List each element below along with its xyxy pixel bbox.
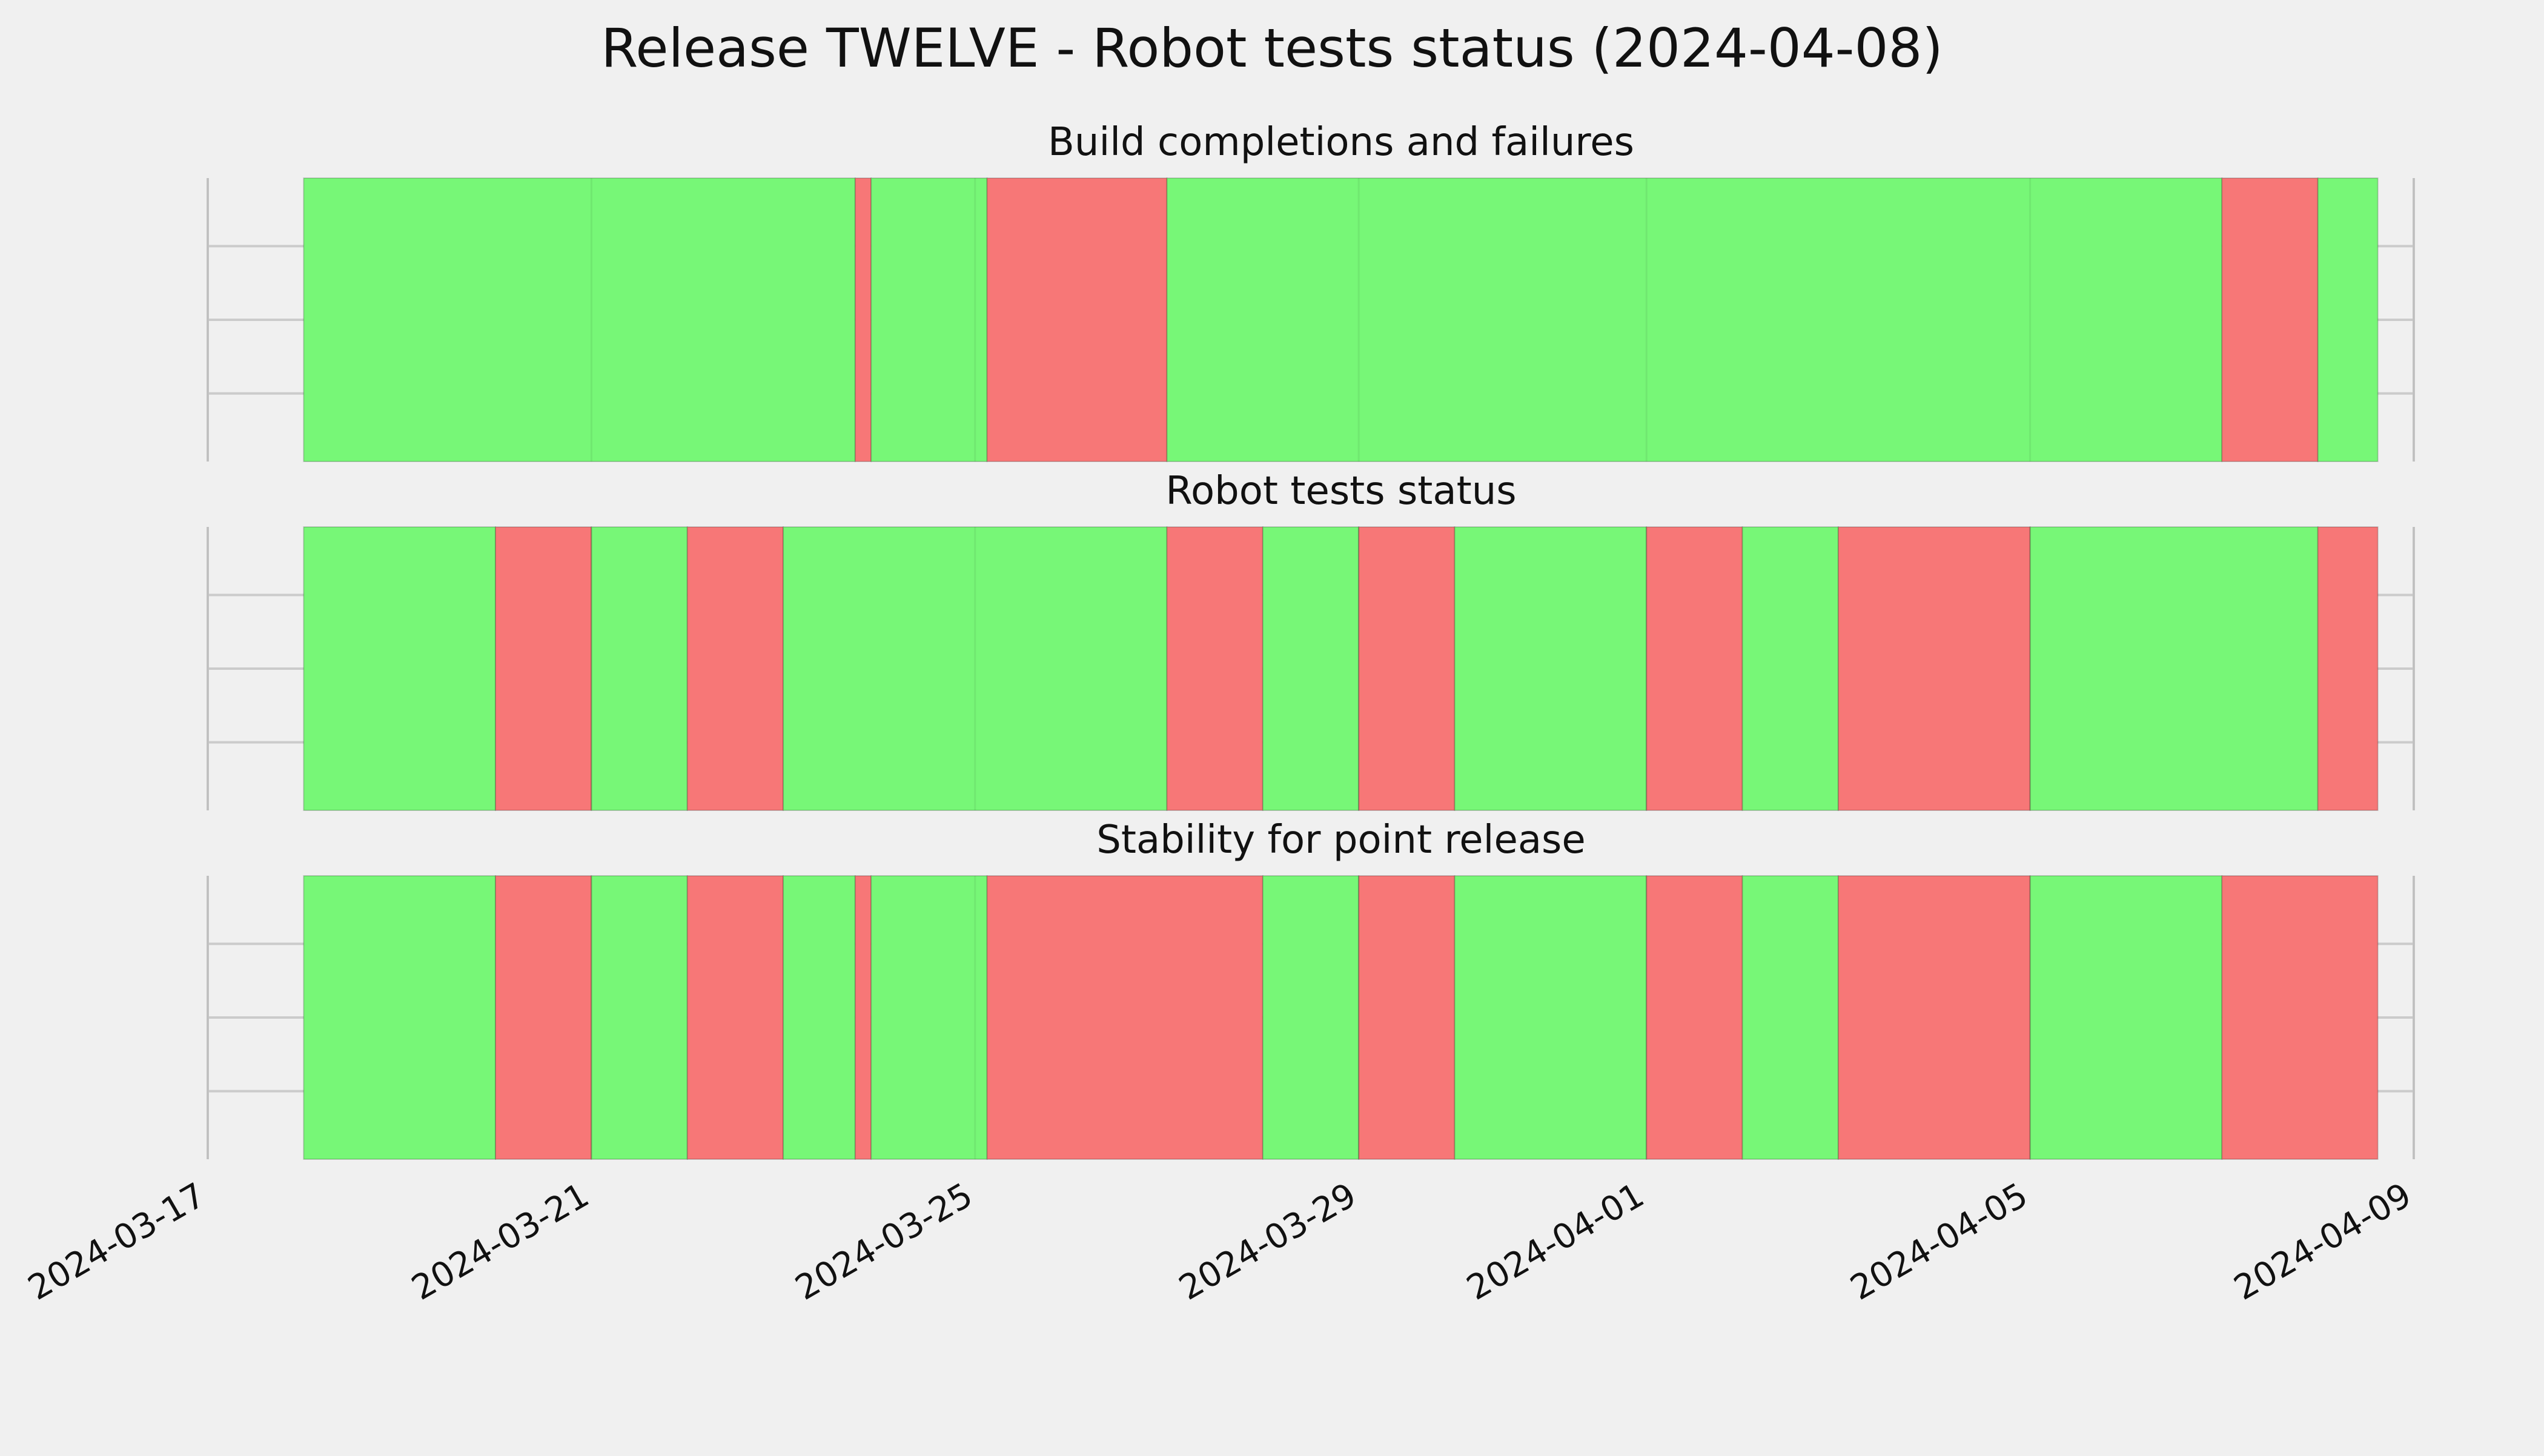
status-segment-pass — [2029, 526, 2319, 811]
status-segment-fail — [2221, 875, 2379, 1160]
panels-layer: Build completions and failures Robot test… — [207, 120, 2415, 1160]
status-segment-pass — [783, 875, 856, 1160]
status-segment-fail — [1646, 526, 1743, 811]
status-segments — [207, 526, 2415, 811]
status-segment-fail — [1837, 875, 2031, 1160]
status-segment-pass — [591, 526, 688, 811]
status-segment-fail — [2221, 177, 2319, 462]
status-segment-fail — [686, 526, 784, 811]
status-segment-pass — [870, 875, 988, 1160]
status-segment-fail — [1358, 526, 1456, 811]
status-segment-pass — [1166, 177, 2223, 462]
status-segment-pass — [1741, 875, 1839, 1160]
status-segment-pass — [303, 875, 497, 1160]
panel-1: Build completions and failures — [207, 120, 2415, 462]
status-segment-pass — [2317, 177, 2379, 462]
status-segment-pass — [1454, 875, 1648, 1160]
panel-2: Robot tests status — [207, 469, 2415, 811]
status-segment-fail — [1837, 526, 2031, 811]
status-segment-fail — [495, 875, 592, 1160]
panel-subtitle: Stability for point release — [1096, 818, 1586, 862]
chart-title: Release TWELVE - Robot tests status (202… — [601, 17, 1943, 79]
status-segment-fail — [854, 177, 872, 462]
panel-subtitle: Build completions and failures — [1048, 120, 1634, 165]
status-segment-pass — [2029, 875, 2223, 1160]
status-segment-pass — [783, 526, 1168, 811]
status-segments — [207, 875, 2415, 1160]
status-segment-pass — [591, 875, 688, 1160]
status-segment-pass — [303, 526, 497, 811]
status-segment-fail — [1646, 875, 1743, 1160]
status-segment-pass — [1454, 526, 1648, 811]
status-segment-pass — [303, 177, 856, 462]
status-segment-fail — [854, 875, 872, 1160]
status-segment-pass — [870, 177, 988, 462]
status-segment-fail — [986, 875, 1264, 1160]
status-segment-fail — [1358, 875, 1456, 1160]
status-segment-fail — [986, 177, 1168, 462]
panel-3: Stability for point release — [207, 818, 2415, 1160]
status-segment-fail — [2317, 526, 2379, 811]
panel-subtitle: Robot tests status — [1165, 469, 1516, 514]
status-segment-pass — [1262, 875, 1360, 1160]
status-segments — [207, 177, 2415, 462]
status-segment-fail — [495, 526, 592, 811]
status-segment-fail — [686, 875, 784, 1160]
status-segment-pass — [1262, 526, 1360, 811]
status-segment-fail — [1166, 526, 1264, 811]
status-segment-pass — [1741, 526, 1839, 811]
